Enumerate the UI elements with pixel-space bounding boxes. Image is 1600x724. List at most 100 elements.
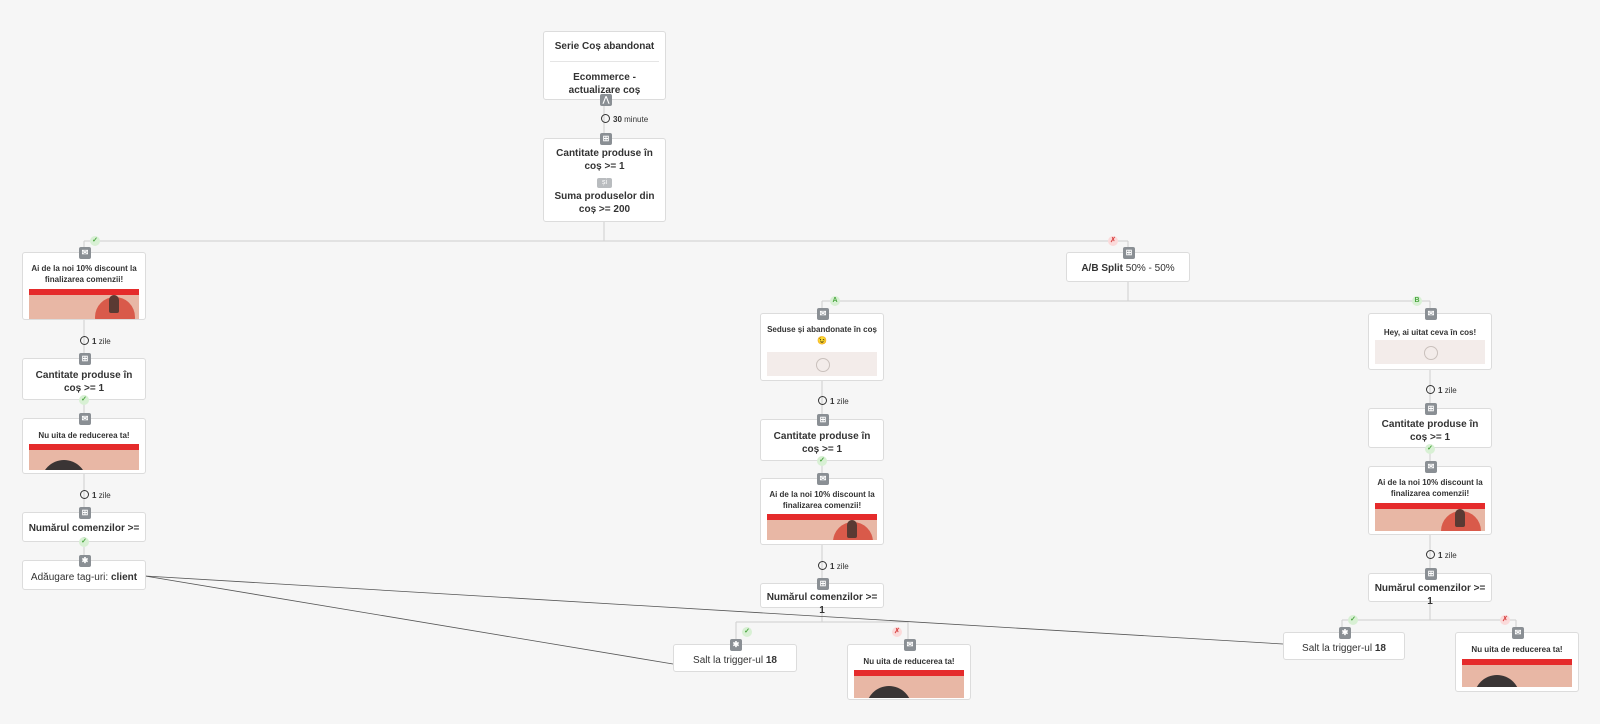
condition-left-1[interactable]: ⊞ Cantitate produse în coș >= 1	[22, 353, 146, 400]
email-title: Nu uita de reducerea ta!	[863, 657, 955, 666]
yes-badge-left: ✓	[90, 236, 100, 246]
email-title: Ai de la noi 10% discount la finalizarea…	[769, 490, 875, 510]
email-node-left-2[interactable]: ✉ Nu uita de reducerea ta!	[22, 413, 146, 474]
envelope-icon: ✉	[817, 308, 829, 320]
condition-a-2[interactable]: ⊞ Numărul comenzilor >= 1	[760, 578, 884, 616]
delay-unit: zile	[836, 562, 849, 571]
clock-icon	[818, 561, 827, 570]
jump-prefix: Salt la trigger-ul	[693, 655, 764, 666]
yes-badge: ✓	[742, 627, 752, 637]
envelope-icon: ✉	[1425, 461, 1437, 473]
gear-icon: ✱	[730, 639, 742, 651]
condition-line2: Suma produselor din coș >= 200	[554, 191, 655, 215]
email-thumbnail	[767, 514, 877, 540]
no-badge: ✗	[892, 627, 902, 637]
delay-unit: zile	[1444, 551, 1457, 560]
email-thumbnail	[29, 289, 139, 319]
delay-unit: minute	[624, 115, 649, 124]
email-node-a-1[interactable]: ✉ Seduse și abandonate în coș 😉	[760, 308, 884, 381]
delay-a-1[interactable]: 1 zile	[818, 396, 849, 406]
action-value: client	[110, 572, 138, 583]
delay-value: 1	[830, 397, 835, 406]
yes-badge: ✓	[817, 456, 827, 466]
email-node-b-3[interactable]: ✉ Nu uita de reducerea ta!	[1455, 627, 1579, 692]
delay-value: 1	[830, 562, 835, 571]
email-title: Hey, ai uitat ceva în cos!	[1383, 328, 1477, 337]
condition-top[interactable]: ⊞ Cantitate produse în coș >= 1 și Suma …	[543, 133, 666, 222]
delay-b-2[interactable]: 1 zile	[1426, 550, 1457, 560]
email-title: Ai de la noi 10% discount la finalizarea…	[31, 264, 137, 284]
email-node-a-3[interactable]: ✉ Nu uita de reducerea ta!	[847, 639, 971, 700]
condition-line1: Cantitate produse în coș >= 1	[556, 148, 653, 172]
ab-split-node[interactable]: ⊞ A/B Split 50% - 50%	[1066, 247, 1190, 282]
email-thumbnail	[854, 670, 964, 698]
jump-node-b[interactable]: ✱ Salt la trigger-ul 18	[1283, 627, 1405, 660]
delay-b-1[interactable]: 1 zile	[1426, 385, 1457, 395]
email-thumbnail	[29, 444, 139, 470]
yes-badge: ✓	[79, 537, 89, 547]
clock-icon	[80, 490, 89, 499]
delay-a-2[interactable]: 1 zile	[818, 561, 849, 571]
condition-icon: ⊞	[1425, 403, 1437, 415]
trigger-event: Ecommerce - actualizare coș	[568, 72, 641, 96]
yes-badge: ✓	[1425, 444, 1435, 454]
condition-icon: ⊞	[79, 353, 91, 365]
condition-icon: ⊞	[79, 507, 91, 519]
email-thumbnail	[1462, 659, 1572, 687]
condition-text: Cantitate produse în coș >= 1	[773, 431, 871, 455]
condition-icon: ⊞	[600, 133, 612, 145]
gear-icon: ✱	[79, 555, 91, 567]
envelope-icon: ✉	[1512, 627, 1524, 639]
condition-text: Cantitate produse în coș >= 1	[35, 370, 133, 394]
branch-a-badge: A	[830, 296, 840, 306]
delay-left-1[interactable]: 1 zile	[80, 336, 111, 346]
branch-b-badge: B	[1412, 296, 1422, 306]
condition-icon: ⊞	[817, 414, 829, 426]
email-title: Nu uita de reducerea ta!	[38, 431, 130, 440]
action-node-left[interactable]: ✱ Adăugare tag-uri: client	[22, 555, 146, 590]
condition-b-2[interactable]: ⊞ Numărul comenzilor >= 1	[1368, 568, 1492, 607]
no-badge: ✗	[1500, 615, 1510, 625]
email-title: Nu uita de reducerea ta!	[1471, 645, 1563, 654]
delay-unit: zile	[98, 491, 111, 500]
email-node-a-2[interactable]: ✉ Ai de la noi 10% discount la finalizar…	[760, 473, 884, 545]
clock-icon	[1426, 550, 1435, 559]
delay-value: 1	[1438, 551, 1443, 560]
delay-left-2[interactable]: 1 zile	[80, 490, 111, 500]
envelope-icon: ✉	[1425, 308, 1437, 320]
condition-a-1[interactable]: ⊞ Cantitate produse în coș >= 1	[760, 414, 884, 461]
road-icon: ⋀	[600, 94, 612, 106]
clock-icon	[1426, 385, 1435, 394]
delay-unit: zile	[1444, 386, 1457, 395]
clock-icon	[80, 336, 89, 345]
condition-text: Numărul comenzilor >= 1	[766, 592, 878, 616]
email-node-b-2[interactable]: ✉ Ai de la noi 10% discount la finalizar…	[1368, 461, 1492, 535]
condition-b-1[interactable]: ⊞ Cantitate produse în coș >= 1	[1368, 403, 1492, 448]
split-ratio: 50% - 50%	[1125, 263, 1175, 274]
email-title: Ai de la noi 10% discount la finalizarea…	[1377, 478, 1483, 498]
clock-icon	[601, 114, 610, 123]
delay-value: 1	[1438, 386, 1443, 395]
delay-value: 1	[92, 491, 97, 500]
email-node-left-1[interactable]: ✉ Ai de la noi 10% discount la finalizar…	[22, 247, 146, 320]
delay-unit: zile	[836, 397, 849, 406]
condition-text: Numărul comenzilor >= 1	[1374, 583, 1486, 607]
envelope-icon: ✉	[904, 639, 916, 651]
yes-badge: ✓	[79, 395, 89, 405]
delay-top[interactable]: 30 minute	[601, 114, 648, 124]
action-prefix: Adăugare tag-uri:	[30, 572, 109, 583]
email-node-b-1[interactable]: ✉ Hey, ai uitat ceva în cos!	[1368, 308, 1492, 370]
split-label: A/B Split	[1081, 263, 1123, 274]
jump-node-a[interactable]: ✱ Salt la trigger-ul 18	[673, 639, 797, 672]
envelope-icon: ✉	[79, 247, 91, 259]
email-thumbnail	[767, 352, 877, 376]
trigger-title: Serie Coș abandonat	[554, 41, 655, 52]
delay-value: 30	[613, 115, 622, 124]
condition-icon: ⊞	[817, 578, 829, 590]
email-thumbnail	[1375, 340, 1485, 364]
split-icon: ⊞	[1123, 247, 1135, 259]
jump-value: 18	[765, 655, 777, 666]
envelope-icon: ✉	[79, 413, 91, 425]
trigger-node[interactable]: Serie Coș abandonat Ecommerce - actualiz…	[543, 31, 666, 106]
